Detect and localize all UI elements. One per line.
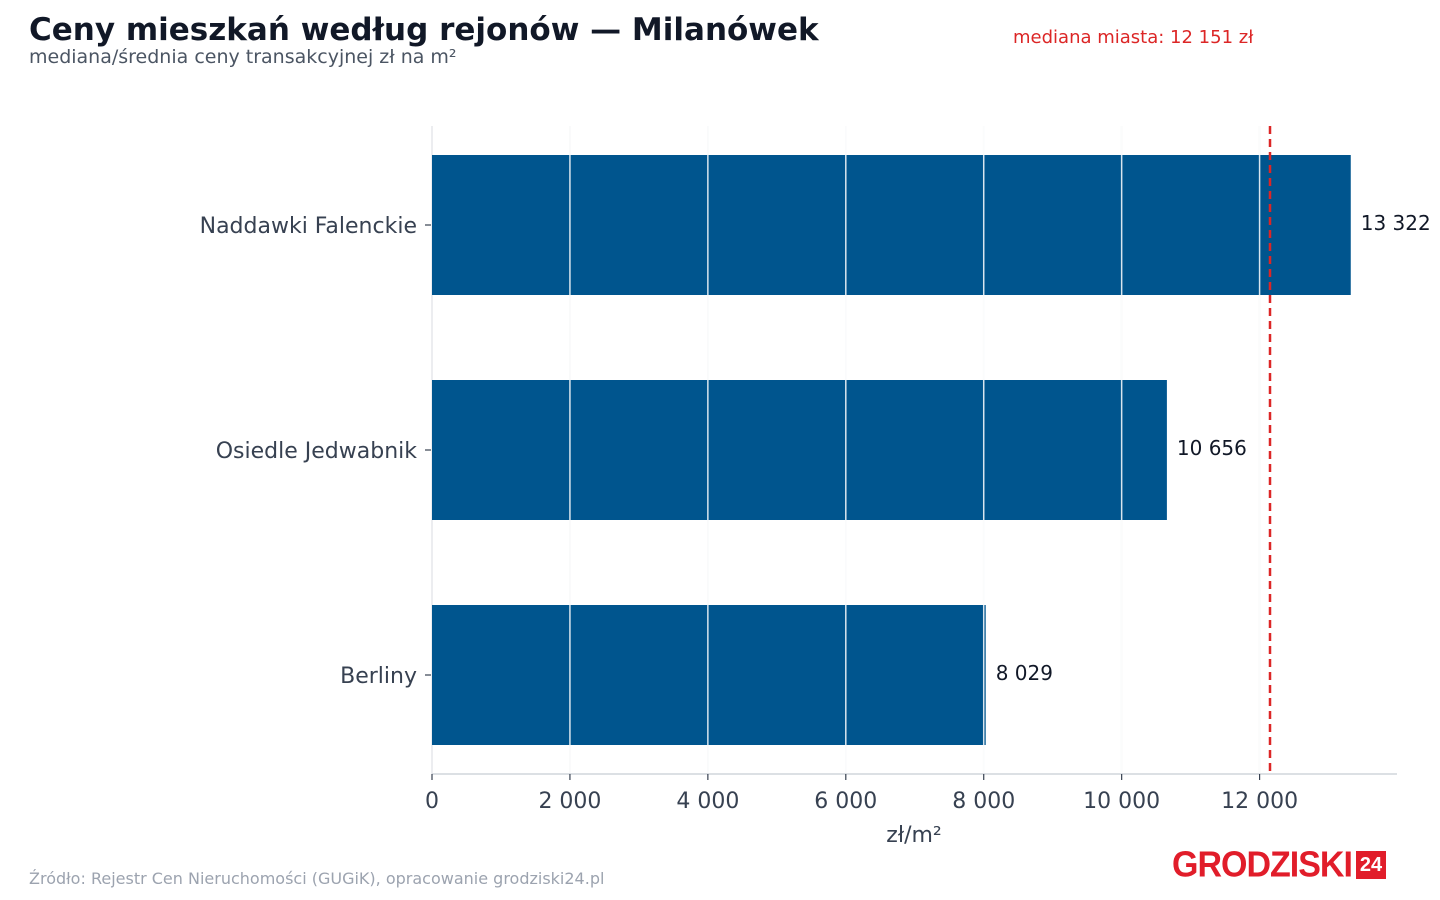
x-tick-label-2: 4 000	[676, 789, 739, 814]
chart-subtitle: mediana/średnia ceny transakcyjnej zł na…	[29, 46, 457, 68]
category-label-1: Osiedle Jedwabnik	[216, 439, 418, 464]
x-axis-label: zł/m²	[886, 823, 941, 848]
category-label-2: Berliny	[340, 664, 417, 689]
x-tick-label-4: 8 000	[952, 789, 1015, 814]
bar-2	[432, 605, 986, 745]
x-tick-label-1: 2 000	[538, 789, 601, 814]
bar-1	[432, 380, 1167, 520]
grid-overlay	[569, 126, 1261, 774]
brand-logo: GRODZISKI 24	[1172, 845, 1387, 885]
value-label-1: 10 656	[1177, 436, 1247, 460]
axes: Naddawki Falenckie Osiedle Jedwabnik Berli…	[200, 126, 1397, 814]
value-labels: 13 322 10 656 8 029	[996, 211, 1431, 685]
source-note: Źródło: Rejestr Cen Nieruchomości (GUGiK…	[29, 869, 605, 888]
x-tick-label-3: 6 000	[814, 789, 877, 814]
chart-title: Ceny mieszkań według rejonów — Milanówek	[29, 12, 819, 48]
x-tick-label-5: 10 000	[1083, 789, 1160, 814]
category-label-0: Naddawki Falenckie	[200, 214, 417, 239]
value-label-0: 13 322	[1361, 211, 1431, 235]
median-annotation: mediana miasta: 12 151 zł	[1013, 27, 1254, 48]
bars	[432, 155, 1351, 745]
x-tick-label-0: 0	[425, 789, 439, 814]
logo-text: GRODZISKI	[1172, 845, 1353, 885]
bar-0	[432, 155, 1351, 295]
value-label-2: 8 029	[996, 661, 1053, 685]
logo-badge: 24	[1355, 851, 1387, 879]
x-tick-label-6: 12 000	[1221, 789, 1298, 814]
